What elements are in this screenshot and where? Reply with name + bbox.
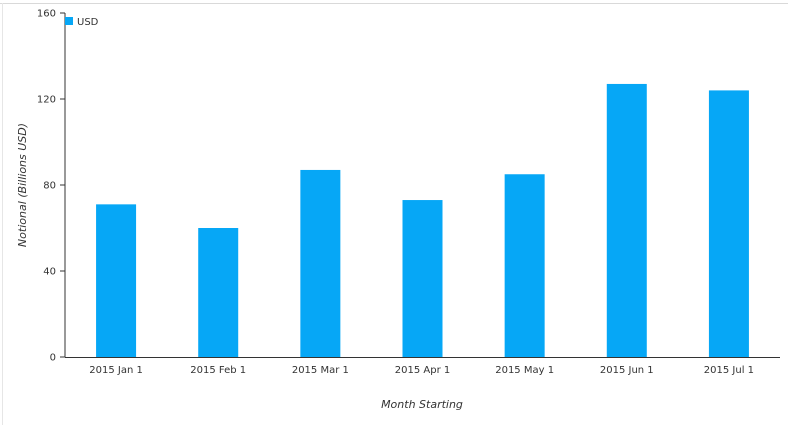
bars	[96, 83, 749, 358]
legend-swatch-usd	[65, 17, 73, 25]
x-axis-title: Month Starting	[381, 398, 463, 411]
x-tick-label: 2015 Apr 1	[395, 365, 450, 376]
x-tick-label: 2015 May 1	[495, 365, 554, 376]
x-tick-label: 2015 Jul 1	[704, 365, 754, 376]
bar-5[interactable]	[504, 174, 545, 357]
y-tick-label: 0	[50, 353, 56, 364]
bar-3[interactable]	[300, 169, 341, 357]
x-tick-label: 2015 Jan 1	[89, 365, 143, 376]
y-tick-label: 40	[43, 267, 56, 278]
legend-label-usd: USD	[77, 17, 99, 28]
x-tick-label: 2015 Jun 1	[600, 365, 654, 376]
y-tick-label: 80	[43, 181, 56, 192]
y-axis-title: Notional (Billions USD)	[16, 123, 29, 247]
bar-6[interactable]	[606, 83, 647, 357]
bar-7[interactable]	[708, 90, 749, 358]
bar-1[interactable]	[96, 204, 137, 357]
x-axis: 2015 Jan 1 2015 Feb 1 2015 Mar 1 2015 Apr 1…	[65, 357, 780, 376]
y-axis: 0 40 80 120 160	[37, 9, 66, 364]
x-tick-label: 2015 Mar 1	[292, 365, 349, 376]
y-tick-label: 160	[37, 9, 56, 20]
bar-4[interactable]	[402, 200, 443, 357]
x-tick-label: 2015 Feb 1	[190, 365, 246, 376]
legend: USD	[65, 17, 99, 28]
y-tick-label: 120	[37, 95, 56, 106]
bar-2[interactable]	[198, 228, 239, 357]
